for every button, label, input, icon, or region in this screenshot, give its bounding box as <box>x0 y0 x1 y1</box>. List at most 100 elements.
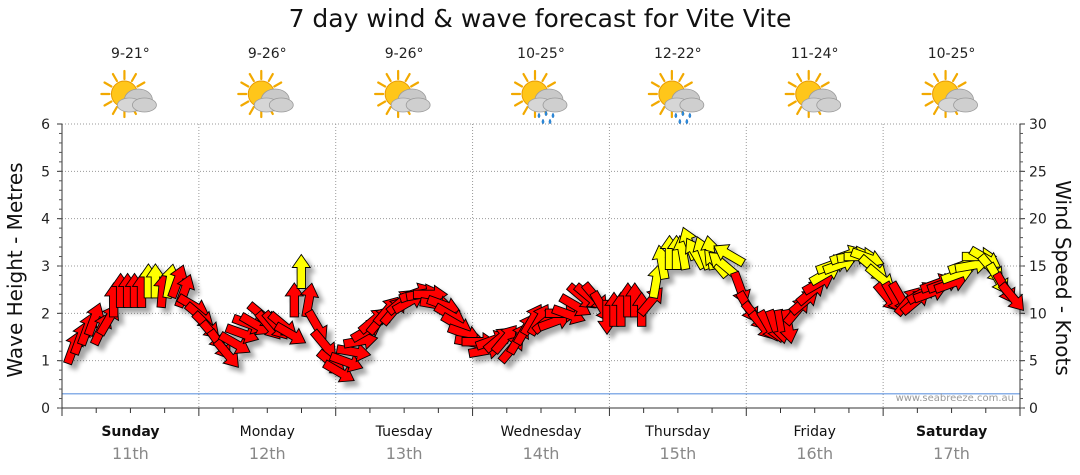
axes: 0 1 2 3 4 5 6 0 5 10 15 20 25 30 Wave Height - Metres W… <box>3 117 1075 417</box>
left-tick-label: 3 <box>41 259 50 275</box>
day-date-label: 16th <box>796 444 833 463</box>
grid-lines <box>62 123 1020 408</box>
rain-drop <box>688 112 692 119</box>
rain-drop <box>674 112 678 119</box>
partly-cloudy-icon <box>374 69 431 119</box>
left-tick-label: 2 <box>41 306 50 322</box>
sun-ray <box>932 105 940 116</box>
right-tick-label: 25 <box>1029 164 1047 180</box>
partly-cloudy-icon <box>237 69 294 119</box>
right-tick-label: 30 <box>1029 117 1047 133</box>
wind-arrow <box>299 282 320 318</box>
sun-ray <box>650 100 660 107</box>
sun-ray <box>957 81 967 88</box>
day-temperature-label: 11-24° <box>791 46 839 62</box>
partly-cloudy-icon <box>100 69 157 119</box>
sun-ray <box>103 81 113 88</box>
day-date-label: 17th <box>933 444 970 463</box>
day-temperature-label: 10-25° <box>928 46 976 62</box>
left-tick-label: 1 <box>41 354 50 370</box>
left-tick-label: 5 <box>41 164 50 180</box>
sun-ray <box>787 81 797 88</box>
sun-ray <box>377 81 387 88</box>
rain-drop <box>548 118 552 125</box>
day-date-label: 13th <box>386 444 423 463</box>
day-temperature-label: 12-22° <box>654 46 702 62</box>
sun-ray <box>136 81 146 88</box>
sun-ray <box>659 105 666 116</box>
day-name-label: Sunday <box>101 424 159 440</box>
cloud-puff <box>132 97 157 113</box>
rain-drop <box>537 112 541 119</box>
day-date-label: 14th <box>523 444 560 463</box>
right-axis-title: Wind Speed - Knots <box>1051 180 1075 376</box>
partly-cloudy-icon <box>921 69 978 119</box>
sun-ray <box>683 81 693 88</box>
rain-drop <box>551 112 555 119</box>
sun-rain-icon <box>510 69 568 125</box>
sun-ray <box>111 72 119 83</box>
wind-arrow <box>713 244 747 268</box>
left-axis-title: Wave Height - Metres <box>3 162 27 377</box>
sun-ray <box>273 81 283 88</box>
wind-arrow <box>273 321 307 345</box>
cloud-puff <box>542 97 568 113</box>
sun-ray <box>820 81 830 88</box>
wind-arrow <box>997 281 1025 312</box>
sun-ray <box>385 105 392 116</box>
sun-ray <box>267 72 274 83</box>
wind-arrow <box>779 308 799 345</box>
sun-ray <box>377 100 387 107</box>
sun-ray <box>522 72 529 83</box>
day-date-label: 15th <box>659 444 696 463</box>
partly-cloudy-icon <box>784 69 842 119</box>
sun-ray <box>240 100 250 107</box>
sun-ray <box>924 81 934 88</box>
cloud-puff <box>679 97 705 113</box>
left-tick-label: 0 <box>41 401 50 417</box>
day-date-label: 12th <box>249 444 286 463</box>
day-name-label: Tuesday <box>375 424 433 440</box>
sun-ray <box>951 72 959 83</box>
chart-title: 7 day wind & wave forecast for Vite Vite <box>288 4 792 33</box>
sun-ray <box>787 100 797 107</box>
day-temperature-label: 9-26° <box>248 46 287 62</box>
sun-ray <box>796 105 803 116</box>
sun-ray <box>932 72 940 83</box>
rain-drop <box>681 110 685 117</box>
sun-ray <box>410 81 420 88</box>
sun-ray <box>130 72 138 83</box>
wind-arrows <box>63 226 1025 383</box>
cloud-puff <box>816 97 842 113</box>
sun-ray <box>924 100 934 107</box>
right-tick-label: 5 <box>1029 354 1038 370</box>
credit-text: www.seabreeze.com.au <box>896 393 1014 404</box>
day-temperature-label: 9-21° <box>111 46 150 62</box>
rain-drop <box>544 110 548 117</box>
right-tick-label: 0 <box>1029 401 1038 417</box>
day-name-label: Thursday <box>644 424 710 440</box>
sun-ray <box>815 72 822 83</box>
wind-arrow <box>291 253 312 289</box>
cloud-puff <box>405 97 431 113</box>
right-tick-label: 20 <box>1029 212 1047 228</box>
sun-ray <box>103 100 113 107</box>
sun-ray <box>248 72 255 83</box>
sun-ray <box>513 81 524 88</box>
day-name-label: Friday <box>793 424 835 440</box>
day-name-label: Monday <box>240 424 295 440</box>
sun-ray <box>240 81 250 88</box>
day-name-label: Saturday <box>916 424 987 440</box>
sun-ray <box>546 81 557 88</box>
sun-ray <box>659 72 666 83</box>
sun-ray <box>650 81 660 88</box>
wind-arrow <box>284 282 305 318</box>
sun-ray <box>513 100 524 107</box>
sun-ray <box>541 72 548 83</box>
rain-drop <box>678 118 682 125</box>
right-tick-label: 10 <box>1029 306 1047 322</box>
left-tick-label: 6 <box>41 117 50 133</box>
right-tick-label: 15 <box>1029 259 1047 275</box>
sun-ray <box>404 72 411 83</box>
